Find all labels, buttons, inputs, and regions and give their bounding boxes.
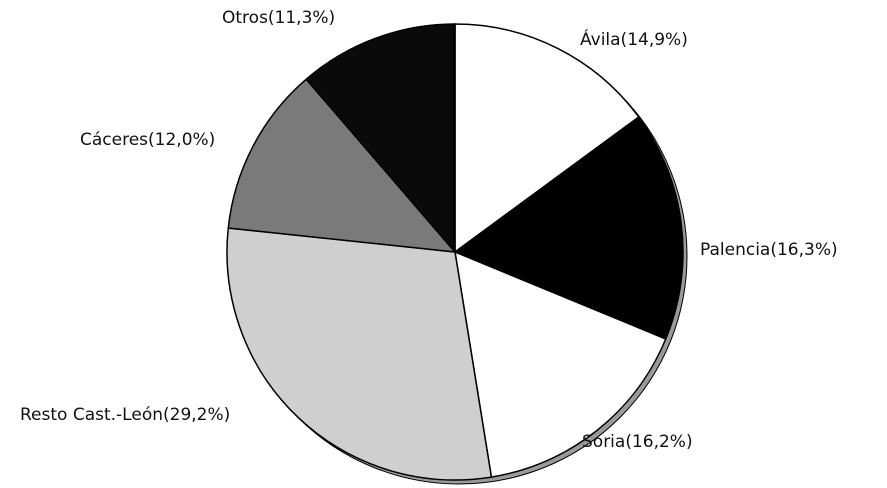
- slice-label: Ávila(14,9%): [580, 28, 688, 50]
- pie-slice: [454, 250, 667, 478]
- slice-label: Cáceres(12,0%): [80, 130, 215, 150]
- slice-label: Resto Cast.-León(29,2%): [20, 405, 230, 425]
- slice-label: Soria(16,2%): [582, 432, 693, 452]
- pie-slice: [453, 115, 684, 340]
- pie-slice: [454, 23, 640, 254]
- pie-slice: [305, 23, 456, 255]
- pie-slice: [226, 227, 493, 481]
- slice-label: Otros(11,3%): [222, 8, 335, 28]
- slice-label: Palencia(16,3%): [700, 240, 838, 260]
- pie-slice: [227, 78, 457, 253]
